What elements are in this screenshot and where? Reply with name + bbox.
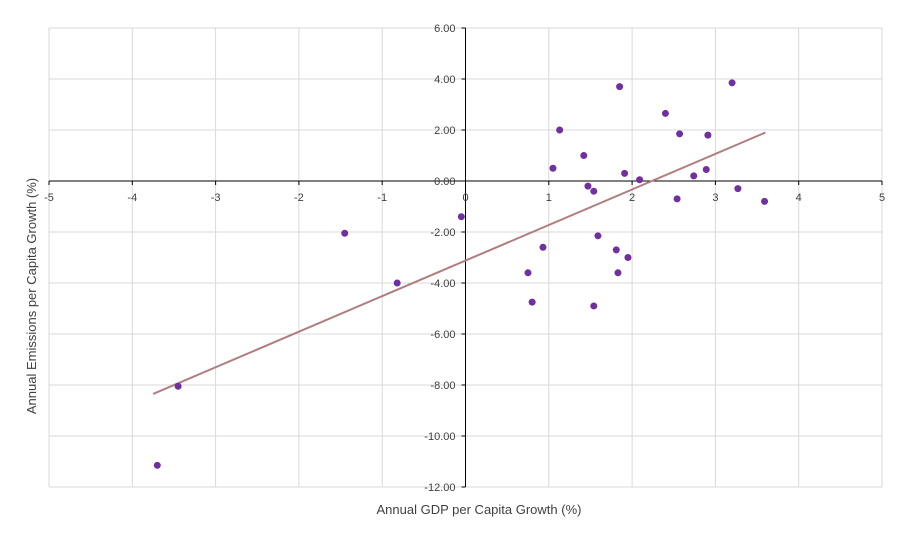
data-point	[524, 269, 532, 277]
data-point	[341, 229, 349, 237]
data-point	[584, 182, 592, 190]
y-tick-label: 0.00	[434, 176, 455, 188]
data-point	[702, 166, 710, 174]
linear-trendline	[152, 131, 766, 395]
y-tick-label: -12.00	[424, 482, 455, 494]
data-point	[153, 461, 161, 469]
y-tick-label: 6.00	[434, 23, 455, 35]
x-tick-label: 5	[879, 192, 885, 204]
data-point	[590, 302, 598, 310]
y-tick-label: 4.00	[434, 74, 455, 86]
data-point	[539, 243, 547, 251]
data-point	[174, 382, 182, 390]
y-tick-label: -2.00	[430, 227, 455, 239]
data-point	[549, 164, 557, 172]
data-point	[580, 152, 588, 159]
data-point	[673, 195, 681, 203]
y-tick-label: -6.00	[430, 329, 455, 341]
x-tick-label: -1	[377, 192, 387, 204]
data-point	[556, 126, 564, 134]
data-point	[614, 269, 622, 277]
x-tick-label: 3	[712, 192, 718, 204]
x-tick-label: -2	[294, 192, 304, 204]
trendline-layer	[152, 131, 766, 395]
x-tick-label: -3	[211, 192, 221, 204]
data-point	[690, 172, 698, 180]
data-point	[594, 232, 602, 240]
x-tick-label: 2	[629, 192, 635, 204]
data-point	[624, 254, 632, 261]
data-point	[734, 185, 742, 193]
data-point	[457, 213, 465, 221]
data-point	[612, 246, 620, 254]
data-point	[676, 130, 684, 138]
y-tick-label: -10.00	[424, 431, 455, 443]
data-point	[528, 298, 536, 306]
x-tick-label: 4	[796, 192, 802, 204]
data-point	[621, 169, 629, 177]
y-tick-label: -8.00	[430, 380, 455, 392]
x-tick-label: -5	[44, 192, 54, 204]
x-tick-label: -4	[127, 192, 137, 204]
data-point	[393, 279, 401, 287]
y-tick-label: -4.00	[430, 278, 455, 290]
data-point	[728, 79, 736, 87]
axes	[48, 27, 883, 488]
data-points	[153, 79, 769, 469]
data-point	[636, 176, 644, 184]
data-point	[761, 197, 769, 205]
y-axis-title: Annual Emissions per Capita Growth (%)	[24, 178, 39, 414]
x-tick-label: 0	[462, 192, 468, 204]
data-point	[661, 109, 669, 117]
data-point	[616, 83, 624, 91]
data-point	[590, 187, 598, 195]
x-axis-title: Annual GDP per Capita Growth (%)	[377, 502, 582, 517]
tick-labels: -5 -4 -3 -2 -1 0 1 2 3 4 5 6.00 4.00 2.00 0.00 -2.00 -4.…	[44, 23, 885, 494]
y-tick-label: 2.00	[434, 125, 455, 137]
data-point	[704, 131, 712, 139]
x-tick-label: 1	[546, 192, 552, 204]
